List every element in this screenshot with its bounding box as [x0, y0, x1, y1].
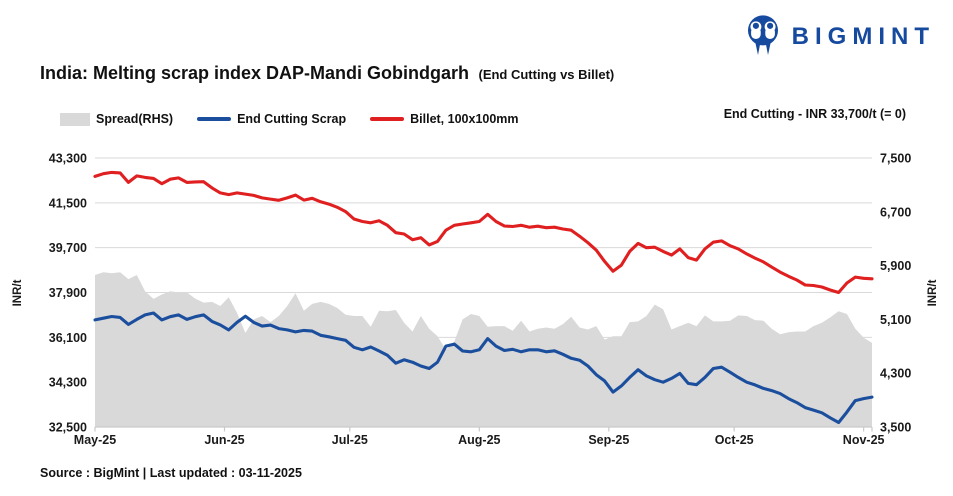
chart-title-block: India: Melting scrap index DAP-Mandi Gob…	[40, 63, 614, 84]
y-axis-left-tick-label: 41,500	[49, 196, 87, 210]
y-axis-left-tick-label: 39,700	[49, 241, 87, 255]
x-axis-tick-label: Jul-25	[332, 433, 368, 447]
end-cutting-line	[93, 311, 874, 425]
y-axis-left-tick-label: 32,500	[49, 421, 87, 435]
x-axis-tick-label: Nov-25	[843, 433, 885, 447]
latest-price-annotation: End Cutting - INR 33,700/t (= 0)	[723, 107, 906, 121]
x-axis-tick-label: May-25	[74, 433, 116, 447]
legend-label: Spread(RHS)	[96, 112, 174, 126]
bigmint-logo-text: BIGMINT	[791, 23, 935, 50]
y-axis-right-tick-label: 7,500	[880, 152, 911, 166]
x-axis-tick-label: Sep-25	[588, 433, 629, 447]
legend-label: End Cutting Scrap	[237, 112, 347, 126]
page-title: India: Melting scrap index DAP-Mandi Gob…	[40, 63, 470, 83]
legend-item-end-cutting: End Cutting Scrap	[197, 112, 346, 126]
y-axis-right-tick-label: 5,900	[880, 259, 911, 273]
chart-legend: Spread(RHS) End Cutting Scrap Billet, 10…	[60, 112, 519, 126]
x-axis-tick-label: Aug-25	[458, 433, 500, 447]
spread-swatch-icon	[60, 112, 90, 126]
source-note: Source : BigMint | Last updated : 03-11-…	[40, 466, 302, 480]
y-axis-right-tick-label: 4,300	[880, 367, 911, 381]
end-cutting-swatch-icon	[197, 116, 232, 122]
billet-line	[93, 170, 874, 295]
legend-label: Billet, 100x100mm	[410, 112, 519, 126]
y-axis-right-tick-label: 6,700	[880, 205, 911, 219]
bigmint-logo-icon	[743, 12, 783, 62]
legend-item-billet: Billet, 100x100mm	[370, 112, 519, 126]
y-axis-right-title: INR/t	[927, 279, 939, 306]
bigmint-logo: BIGMINT	[743, 12, 935, 62]
y-axis-right-tick-label: 5,100	[880, 313, 911, 327]
y-axis-right-tick-label: 3,500	[880, 421, 911, 435]
y-axis-left-tick-label: 37,900	[49, 286, 87, 300]
spread-area	[95, 272, 872, 427]
page-subtitle: (End Cutting vs Billet)	[478, 67, 615, 82]
y-axis-left-title: INR/t	[12, 279, 24, 306]
x-axis-tick-label: Jun-25	[204, 433, 244, 447]
y-axis-left-tick-label: 36,100	[49, 331, 87, 345]
billet-swatch-icon	[370, 116, 405, 122]
y-axis-left-tick-label: 34,300	[49, 376, 87, 390]
x-axis-tick-label: Oct-25	[715, 433, 754, 447]
legend-item-spread: Spread(RHS)	[60, 112, 173, 126]
y-axis-left-tick-label: 43,300	[49, 152, 87, 166]
